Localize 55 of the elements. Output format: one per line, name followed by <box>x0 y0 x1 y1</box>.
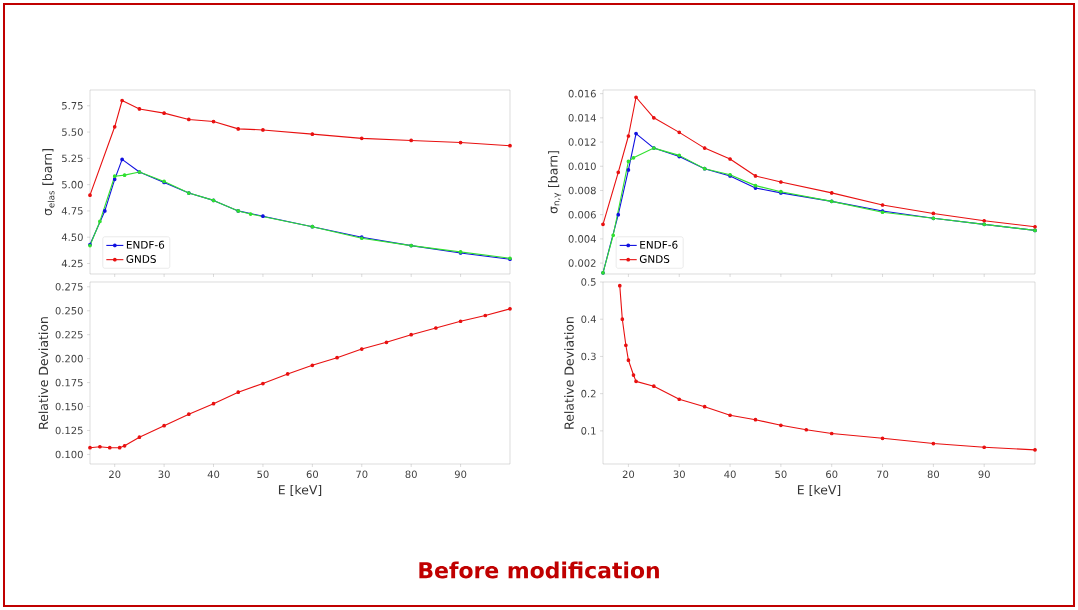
x-tick-label: 80 <box>405 470 417 479</box>
y-tick-label: 5.75 <box>62 102 83 110</box>
y-tick-label: 0.175 <box>55 378 83 387</box>
x-tick-label: 90 <box>454 470 467 479</box>
x-tick-label: 60 <box>306 470 319 479</box>
x-tick-label: 50 <box>257 470 269 479</box>
text: Before modification <box>419 561 659 579</box>
y-tick-label: 5.25 <box>62 154 83 163</box>
y-tick-label: 5.00 <box>62 180 83 189</box>
y-tick-label: 0.006 <box>568 210 596 219</box>
y-tick-label: 0.014 <box>568 114 596 122</box>
x-tick-label: 70 <box>356 470 368 479</box>
y-tick-label: 0.010 <box>568 162 596 171</box>
y-tick-label: 0.275 <box>55 283 83 291</box>
y-tick-label: 0.016 <box>568 89 596 98</box>
y-tick-label: 0.150 <box>55 402 83 411</box>
y-tick-label: 0.225 <box>55 330 83 339</box>
y-tick-label: 0.250 <box>55 306 83 315</box>
y-tick-label: 0.2 <box>581 389 596 398</box>
legend-label: GNDS <box>126 255 156 263</box>
y-tick-label: 0.012 <box>568 138 596 146</box>
y-tick-label: 0.100 <box>55 450 83 459</box>
y-tick-label: 4.50 <box>61 233 83 241</box>
legend-label: ENDF-6 <box>640 240 678 249</box>
y-tick-label: 0.5 <box>581 278 596 286</box>
y-tick-label: 4.75 <box>61 207 83 215</box>
y-tick-label: 0.3 <box>581 352 596 361</box>
x-tick-label: 30 <box>158 470 170 479</box>
x-tick-label: 60 <box>826 470 838 479</box>
y-tick-label: 0.008 <box>568 186 596 195</box>
x-axis-title: E [keV] <box>278 484 322 496</box>
y-tick-label: 0.4 <box>581 315 596 323</box>
y-axis-title: Relative Deviation <box>38 317 49 429</box>
x-tick-label: 40 <box>207 470 220 479</box>
legend-label: GNDS <box>639 255 670 263</box>
y-tick-label: 0.002 <box>568 259 596 267</box>
y-axis-title: σ$_{elas}$ [barn] <box>42 149 55 216</box>
x-tick-label: 20 <box>622 470 635 479</box>
y-tick-label: 0.200 <box>55 354 83 363</box>
y-tick-label: 0.004 <box>568 235 596 243</box>
legend-label: ENDF-6 <box>126 240 165 249</box>
x-tick-label: 20 <box>109 470 121 479</box>
x-tick-label: 30 <box>673 470 685 479</box>
x-tick-label: 90 <box>978 470 990 479</box>
y-tick-label: 0.1 <box>581 427 596 435</box>
y-axis-title: σ$_{n,γ}$ [barn] <box>548 151 562 214</box>
x-axis-title: E [keV] <box>797 484 841 496</box>
x-tick-label: 40 <box>724 470 736 479</box>
x-tick-label: 80 <box>927 470 940 479</box>
x-tick-label: 50 <box>775 470 787 479</box>
y-tick-label: 5.50 <box>62 128 83 136</box>
x-tick-label: 70 <box>877 470 889 479</box>
y-tick-label: 4.25 <box>61 259 83 268</box>
y-axis-title: Relative Deviation <box>564 317 574 429</box>
y-tick-label: 0.125 <box>55 426 83 435</box>
